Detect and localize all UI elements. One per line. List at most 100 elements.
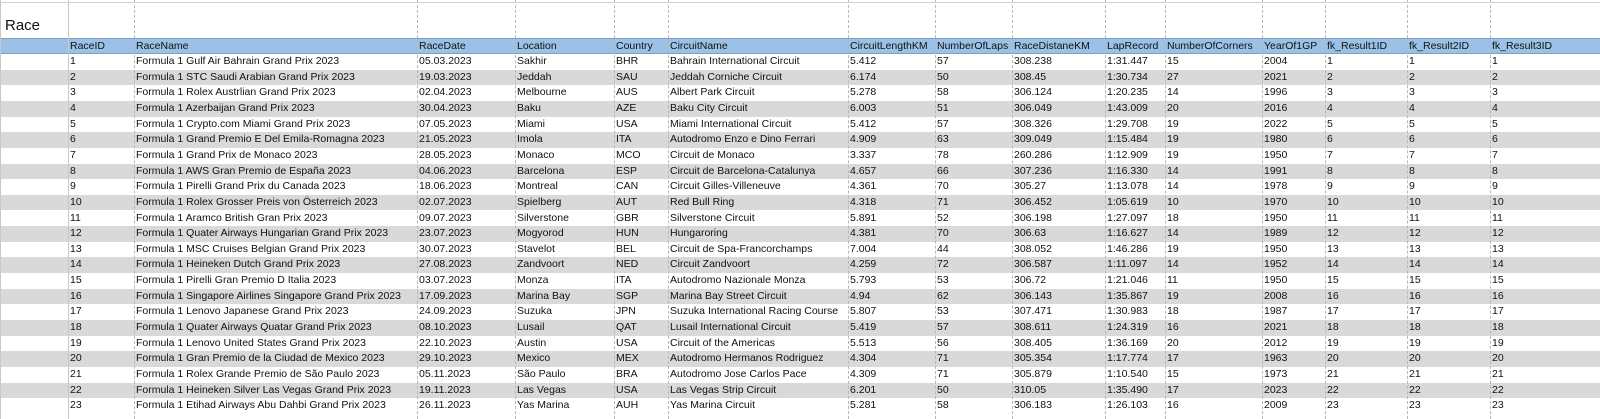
cell-raceid[interactable]: 5 — [70, 117, 76, 130]
cell-racedate[interactable]: 18.06.2023 — [419, 180, 472, 193]
cell-racedate[interactable]: 05.11.2023 — [419, 368, 471, 380]
cell-yearof1gp[interactable]: 1963 — [1264, 352, 1288, 365]
cell-fk-result3id[interactable]: 16 — [1492, 289, 1504, 302]
cell-fk-result2id[interactable]: 22 — [1409, 383, 1421, 396]
cell-fk-result2id[interactable]: 15 — [1409, 274, 1421, 287]
cell-racedate[interactable]: 28.05.2023 — [419, 148, 472, 161]
cell-yearof1gp[interactable]: 1973 — [1264, 368, 1288, 380]
cell-location[interactable]: Imola — [517, 133, 543, 146]
column-header-numberoflaps[interactable]: NumberOfLaps — [937, 39, 1009, 52]
cell-fk-result2id[interactable]: 4 — [1409, 101, 1415, 114]
cell-raceid[interactable]: 8 — [70, 164, 76, 177]
cell-racedate[interactable]: 27.08.2023 — [419, 258, 472, 271]
cell-location[interactable]: Lusail — [517, 321, 545, 334]
cell-location[interactable]: Monaco — [517, 148, 555, 161]
cell-raceid[interactable]: 19 — [70, 336, 82, 349]
cell-yearof1gp[interactable]: 2008 — [1264, 289, 1288, 302]
cell-fk-result2id[interactable]: 20 — [1409, 352, 1421, 365]
cell-racename[interactable]: Formula 1 Rolex Austrlian Grand Prix 202… — [136, 86, 336, 99]
cell-numberofcorners[interactable]: 17 — [1167, 383, 1179, 396]
cell-racedistanekm[interactable]: 306.452 — [1014, 195, 1052, 208]
cell-raceid[interactable]: 15 — [70, 274, 82, 287]
cell-circuitlengthkm[interactable]: 6.174 — [850, 70, 877, 83]
cell-laprecord[interactable]: 1:16.627 — [1107, 227, 1148, 240]
cell-racedate[interactable]: 08.10.2023 — [419, 321, 472, 334]
cell-laprecord[interactable]: 1:35.490 — [1107, 383, 1148, 396]
cell-location[interactable]: Spielberg — [517, 195, 562, 208]
cell-circuitlengthkm[interactable]: 6.003 — [850, 101, 877, 114]
cell-laprecord[interactable]: 1:46.286 — [1107, 242, 1148, 255]
cell-laprecord[interactable]: 1:12.909 — [1107, 148, 1148, 161]
cell-fk-result1id[interactable]: 20 — [1327, 352, 1339, 365]
cell-fk-result3id[interactable]: 19 — [1492, 336, 1504, 349]
cell-fk-result2id[interactable]: 23 — [1409, 399, 1421, 412]
cell-racename[interactable]: Formula 1 Heineken Dutch Grand Prix 2023 — [136, 258, 341, 271]
cell-numberoflaps[interactable]: 57 — [937, 55, 949, 67]
cell-racename[interactable]: Formula 1 Azerbaijan Grand Prix 2023 — [136, 101, 315, 114]
column-header-raceid[interactable]: RaceID — [70, 39, 106, 52]
cell-laprecord[interactable]: 1:27.097 — [1107, 211, 1148, 224]
cell-location[interactable]: Barcelona — [517, 164, 565, 177]
cell-circuitlengthkm[interactable]: 5.793 — [850, 274, 877, 287]
cell-numberoflaps[interactable]: 58 — [937, 399, 949, 412]
cell-laprecord[interactable]: 1:15.484 — [1107, 133, 1148, 146]
cell-numberoflaps[interactable]: 50 — [937, 383, 949, 396]
cell-racename[interactable]: Formula 1 Etihad Airways Abu Dahbi Grand… — [136, 399, 386, 412]
cell-country[interactable]: AUS — [616, 86, 638, 99]
cell-fk-result2id[interactable]: 19 — [1409, 336, 1421, 349]
cell-laprecord[interactable]: 1:35.867 — [1107, 289, 1148, 302]
cell-fk-result3id[interactable]: 8 — [1492, 164, 1498, 177]
cell-numberoflaps[interactable]: 71 — [937, 368, 949, 380]
cell-fk-result3id[interactable]: 23 — [1492, 399, 1504, 412]
cell-racedate[interactable]: 19.11.2023 — [419, 383, 471, 396]
cell-circuitlengthkm[interactable]: 4.657 — [850, 164, 877, 177]
cell-numberoflaps[interactable]: 44 — [937, 242, 949, 255]
cell-location[interactable]: Yas Marina — [517, 399, 570, 412]
cell-laprecord[interactable]: 1:20.235 — [1107, 86, 1148, 99]
cell-circuitname[interactable]: Circuit of the Americas — [670, 336, 776, 349]
cell-circuitlengthkm[interactable]: 5.281 — [850, 399, 877, 412]
cell-laprecord[interactable]: 1:17.774 — [1107, 352, 1148, 365]
cell-racedistanekm[interactable]: 308.45 — [1014, 70, 1047, 83]
cell-location[interactable]: Melbourne — [517, 86, 567, 99]
cell-racename[interactable]: Formula 1 Crypto.com Miami Grand Prix 20… — [136, 117, 351, 130]
cell-laprecord[interactable]: 1:31.447 — [1107, 55, 1148, 67]
cell-fk-result1id[interactable]: 21 — [1327, 368, 1339, 380]
cell-racename[interactable]: Formula 1 Grand Premio E Del Emila-Romag… — [136, 133, 385, 146]
cell-racename[interactable]: Formula 1 STC Saudi Arabian Grand Prix 2… — [136, 70, 355, 83]
cell-numberofcorners[interactable]: 19 — [1167, 117, 1179, 130]
cell-numberofcorners[interactable]: 11 — [1167, 274, 1178, 287]
cell-raceid[interactable]: 16 — [70, 289, 82, 302]
cell-circuitname[interactable]: Hungaroring — [670, 227, 728, 240]
cell-raceid[interactable]: 12 — [70, 227, 82, 240]
cell-circuitname[interactable]: Las Vegas Strip Circuit — [670, 383, 777, 396]
cell-circuitname[interactable]: Jeddah Corniche Circuit — [670, 70, 783, 83]
cell-racedate[interactable]: 30.07.2023 — [419, 242, 472, 255]
cell-numberoflaps[interactable]: 63 — [937, 133, 949, 146]
cell-fk-result1id[interactable]: 7 — [1327, 148, 1333, 161]
cell-country[interactable]: AUH — [616, 399, 639, 412]
cell-numberoflaps[interactable]: 58 — [937, 86, 949, 99]
cell-racedate[interactable]: 22.10.2023 — [419, 336, 472, 349]
cell-racedistanekm[interactable]: 305.354 — [1014, 352, 1052, 365]
cell-racedate[interactable]: 09.07.2023 — [419, 211, 472, 224]
cell-raceid[interactable]: 1 — [70, 55, 76, 67]
cell-numberoflaps[interactable]: 62 — [937, 289, 949, 302]
cell-yearof1gp[interactable]: 1950 — [1264, 211, 1288, 224]
cell-numberofcorners[interactable]: 18 — [1167, 305, 1179, 318]
cell-fk-result2id[interactable]: 17 — [1409, 305, 1421, 318]
cell-fk-result1id[interactable]: 2 — [1327, 70, 1333, 83]
cell-numberofcorners[interactable]: 14 — [1167, 258, 1179, 271]
cell-numberoflaps[interactable]: 52 — [937, 211, 949, 224]
cell-numberoflaps[interactable]: 56 — [937, 336, 949, 349]
cell-yearof1gp[interactable]: 1950 — [1264, 148, 1288, 161]
cell-country[interactable]: BHR — [616, 55, 639, 67]
cell-fk-result3id[interactable]: 20 — [1492, 352, 1504, 365]
cell-racedate[interactable]: 02.04.2023 — [419, 86, 472, 99]
cell-fk-result1id[interactable]: 15 — [1327, 274, 1339, 287]
cell-laprecord[interactable]: 1:10.540 — [1107, 368, 1148, 380]
cell-circuitname[interactable]: Marina Bay Street Circuit — [670, 289, 787, 302]
cell-raceid[interactable]: 14 — [70, 258, 82, 271]
cell-numberoflaps[interactable]: 53 — [937, 274, 949, 287]
cell-fk-result2id[interactable]: 13 — [1409, 242, 1421, 255]
